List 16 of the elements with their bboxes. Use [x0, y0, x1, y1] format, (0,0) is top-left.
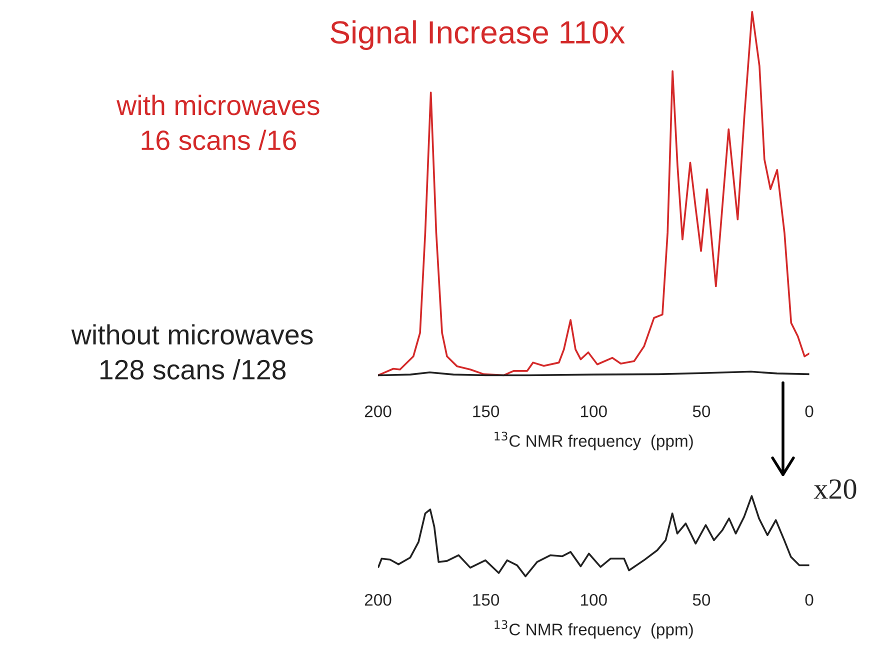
x-tick-label: 50: [692, 594, 710, 606]
text: without microwaves 128 scans /128: [71, 324, 313, 380]
text: with microwaves 16 scans /16: [116, 94, 320, 150]
x-axis-title: $^{13}$C NMR frequency (ppm): [494, 432, 693, 450]
text: x20: [814, 479, 856, 499]
x-axis-title: $^{13}$C NMR frequency (ppm): [494, 620, 693, 639]
x-tick-label: 50: [692, 405, 710, 418]
x-tick-label: 150: [473, 594, 500, 606]
x-tick-label: 100: [581, 594, 607, 606]
x-tick-label: 200: [364, 405, 392, 418]
x-tick-label: 100: [581, 405, 607, 418]
x-tick-label: 200: [364, 594, 392, 606]
x-tick-label: 0: [805, 405, 814, 418]
x-tick-label: 150: [473, 405, 500, 418]
chart-title: Signal Increase 110x: [330, 20, 625, 50]
x-tick-label: 0: [805, 594, 814, 606]
